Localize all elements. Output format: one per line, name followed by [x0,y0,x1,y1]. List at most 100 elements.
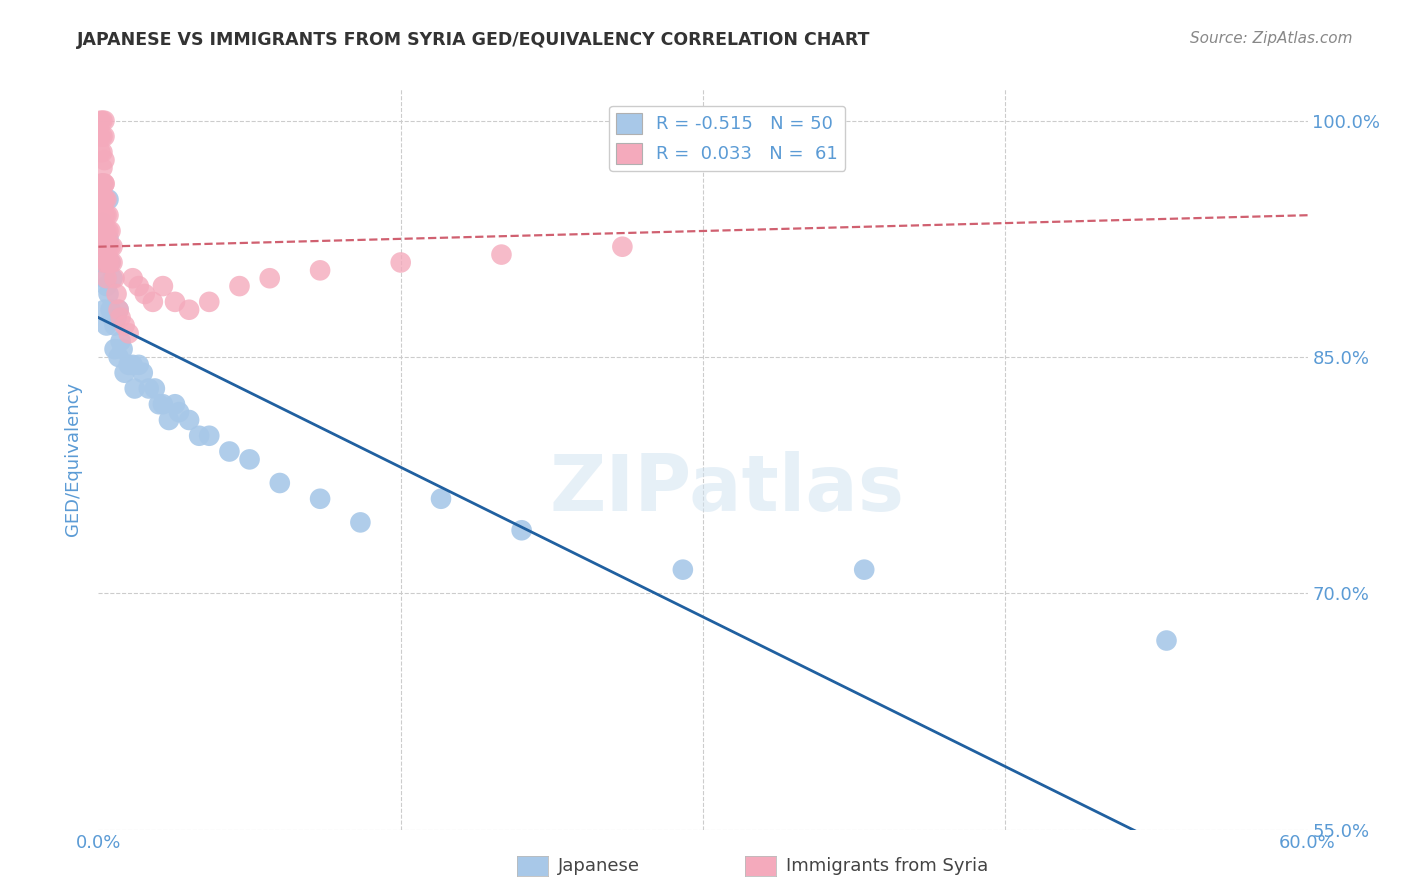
Y-axis label: GED/Equivalency: GED/Equivalency [65,383,83,536]
Point [128,279,150,293]
Point [93,224,115,238]
Point [93,302,115,317]
Point [93,177,115,191]
Point [93,193,115,207]
Point [91,216,114,230]
Point [134,287,156,301]
Point [188,429,211,443]
Point [100,224,122,238]
Point [96,271,118,285]
Point [143,382,166,396]
Point [97,287,120,301]
Point [105,310,128,325]
Point [101,310,124,325]
Point [128,358,150,372]
Point [100,302,122,317]
Point [218,444,240,458]
Point [91,177,114,191]
Point [124,382,146,396]
Point [163,294,186,309]
Point [105,287,128,301]
Point [148,397,170,411]
Point [97,232,120,246]
Point [198,294,221,309]
Point [93,240,115,254]
Point [89,145,111,160]
Point [93,193,115,207]
Point [101,271,124,285]
Point [853,563,876,577]
Point [612,240,634,254]
Point [93,153,115,167]
Point [89,113,111,128]
Point [91,255,114,269]
Point [97,240,120,254]
Point [179,302,201,317]
Point [93,129,115,144]
Point [142,294,165,309]
Point [93,208,115,222]
Point [121,271,143,285]
Point [100,240,122,254]
Point [111,342,134,356]
Point [121,358,143,372]
Point [157,413,180,427]
Point [89,129,111,144]
Point [179,413,201,427]
Point [101,255,124,269]
Point [107,302,129,317]
Point [93,240,115,254]
Point [239,452,262,467]
Text: Japanese: Japanese [558,857,640,875]
Text: Immigrants from Syria: Immigrants from Syria [786,857,988,875]
Point [672,563,695,577]
Point [101,240,124,254]
Text: ZIPatlas: ZIPatlas [550,451,904,527]
Point [198,429,221,443]
Point [93,113,115,128]
Point [138,382,160,396]
Point [91,193,114,207]
Point [309,491,332,506]
Point [96,318,118,333]
Point [91,208,114,222]
Point [389,255,412,269]
Point [309,263,332,277]
Point [89,177,111,191]
Point [152,279,174,293]
Point [103,342,125,356]
Point [228,279,250,293]
Point [91,161,114,175]
Point [97,208,120,222]
Point [93,271,115,285]
Point [96,224,118,238]
Point [430,491,453,506]
Legend: R = -0.515   N = 50, R =  0.033   N =  61: R = -0.515 N = 50, R = 0.033 N = 61 [609,105,845,170]
Point [107,350,129,364]
Point [103,271,125,285]
Text: Source: ZipAtlas.com: Source: ZipAtlas.com [1189,31,1353,46]
Point [167,405,190,419]
Point [93,177,115,191]
Point [96,240,118,254]
Point [107,302,129,317]
Point [93,224,115,238]
Point [100,255,122,269]
Point [93,255,115,269]
Point [118,358,141,372]
Point [96,240,118,254]
Point [491,247,513,261]
Point [100,255,122,269]
Point [132,366,155,380]
Point [103,318,125,333]
Point [97,255,120,269]
Point [91,145,114,160]
Point [97,193,120,207]
Point [269,475,291,490]
Point [118,326,141,341]
Point [110,334,132,349]
Point [152,397,174,411]
Point [114,318,136,333]
Point [96,279,118,293]
Point [349,516,371,530]
